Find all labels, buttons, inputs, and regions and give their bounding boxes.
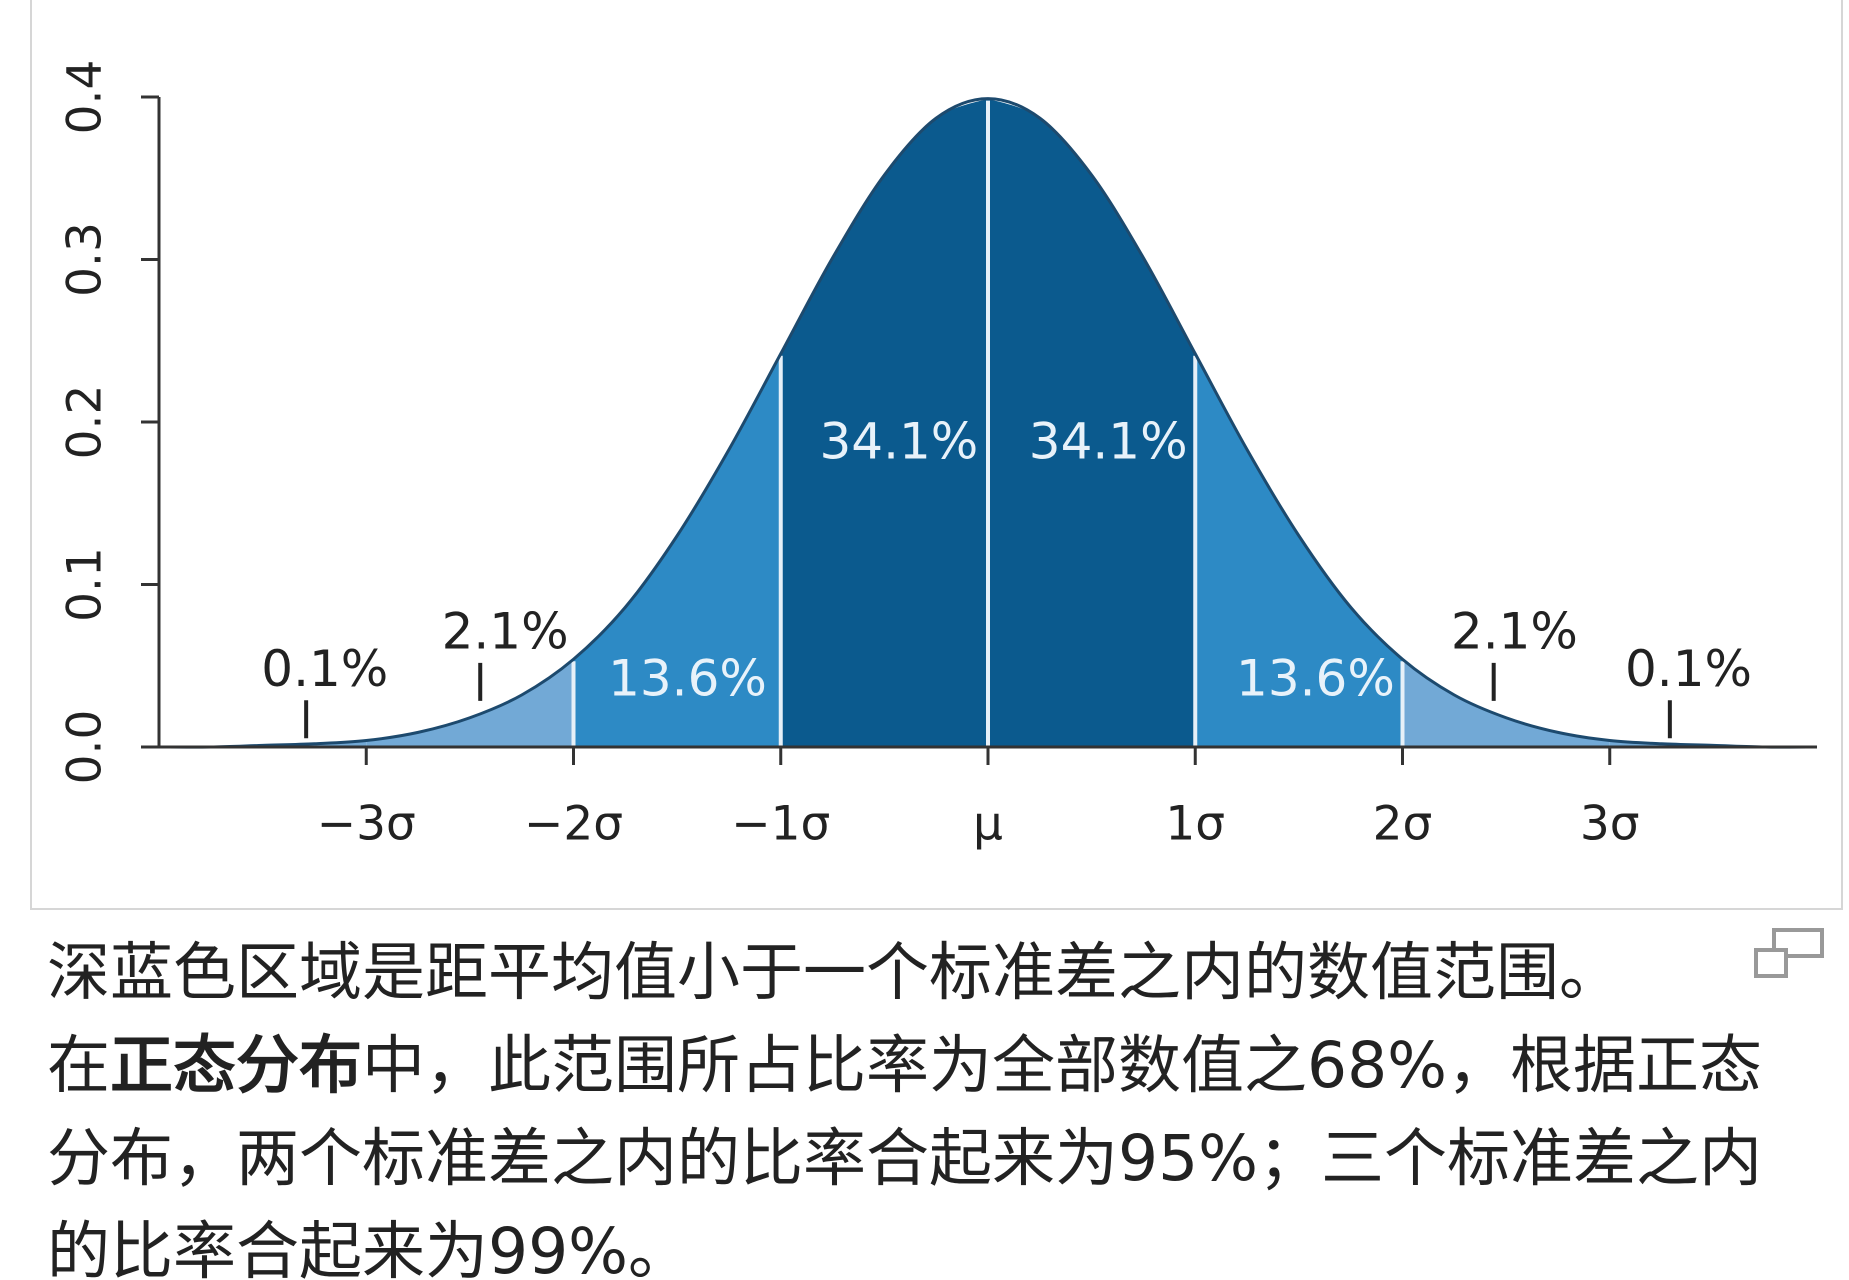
region-label: 2.1% <box>442 602 569 660</box>
x-tick-label: −1σ <box>731 797 830 852</box>
caption-text: 在 <box>47 1029 110 1102</box>
region <box>1402 659 1610 747</box>
x-tick-label: 1σ <box>1165 797 1225 852</box>
x-tick-label: 2σ <box>1373 797 1433 852</box>
region <box>1609 740 1817 748</box>
caption-text: 中，此范围所占比率为全部数值之68%，根据正态分布，两个标准差之内的比率合起来为… <box>47 1029 1763 1280</box>
x-tick-label: μ <box>973 797 1003 852</box>
region-label: 2.1% <box>1451 602 1578 660</box>
y-tick-label: 0.0 <box>58 710 113 785</box>
chart: 0.1% 2.1% 13.6% 34.1% 34.1% 13.6% 2.1% 0.1% 0.0 0… <box>58 60 1818 852</box>
region <box>366 659 574 747</box>
caption: 深蓝色区域是距平均值小于一个标准差之内的数值范围。 在正态分布中，此范围所占比率… <box>47 926 1807 1280</box>
x-tick-label: 3σ <box>1580 797 1640 852</box>
region-label: 34.1% <box>1029 412 1188 470</box>
x-tick-label: −3σ <box>317 797 416 852</box>
caption-paragraph: 在正态分布中，此范围所占比率为全部数值之68%，根据正态分布，两个标准差之内的比… <box>47 1019 1807 1280</box>
y-tick-label: 0.1 <box>58 547 113 622</box>
region-label: 0.1% <box>261 640 388 698</box>
x-tick-label: −2σ <box>524 797 623 852</box>
y-tick-label: 0.3 <box>58 222 113 297</box>
region-label: 13.6% <box>1236 650 1395 708</box>
y-tick-label: 0.2 <box>58 385 113 460</box>
region-label: 34.1% <box>819 412 978 470</box>
icon-box <box>1754 948 1788 978</box>
curve <box>158 97 1818 749</box>
region-label: 13.6% <box>608 650 767 708</box>
caption-link: 正态分布 <box>110 1029 362 1102</box>
region-label: 0.1% <box>1625 640 1752 698</box>
caption-line: 深蓝色区域是距平均值小于一个标准差之内的数值范围。 <box>47 936 1622 1009</box>
enlarge-icon[interactable] <box>1752 926 1826 982</box>
y-tick-label: 0.4 <box>58 60 113 135</box>
region <box>159 740 367 748</box>
